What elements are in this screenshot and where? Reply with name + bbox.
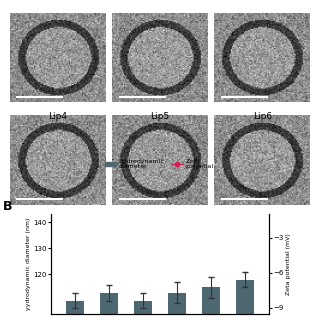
Bar: [236, 280, 254, 320]
Text: Lip4: Lip4: [48, 112, 67, 121]
Text: Lip6: Lip6: [253, 112, 272, 121]
Text: B: B: [3, 200, 13, 213]
Legend: Hydrodynamic
diameter, Zeta
potential: Hydrodynamic diameter, Zeta potential: [102, 156, 216, 172]
Text: Lip5: Lip5: [150, 112, 170, 121]
Y-axis label: Zeta potential (mV): Zeta potential (mV): [286, 233, 291, 295]
Bar: [100, 293, 118, 320]
Bar: [168, 293, 186, 320]
Bar: [134, 300, 152, 320]
Y-axis label: yydrodynamic diameter (nm): yydrodynamic diameter (nm): [26, 218, 31, 310]
Bar: [66, 300, 84, 320]
Bar: [202, 287, 220, 320]
